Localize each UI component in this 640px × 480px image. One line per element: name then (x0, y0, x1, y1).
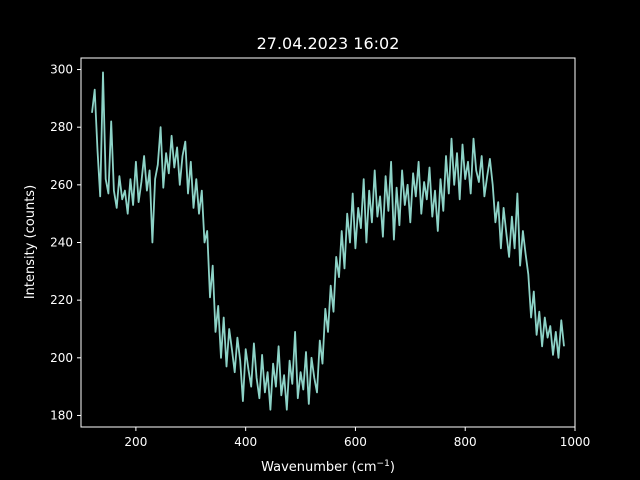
series-layer (91, 71, 565, 411)
chart-title: 27.04.2023 16:02 (257, 34, 400, 53)
x-axis-label-close: ) (390, 460, 395, 475)
y-tick-label: 240 (50, 236, 73, 250)
x-tick-label: 400 (234, 435, 257, 449)
x-tick-label: 200 (124, 435, 147, 449)
y-axis-label: Intensity (counts) (23, 185, 38, 299)
x-tick-label: 1000 (560, 435, 591, 449)
y-tick-label: 200 (50, 351, 73, 365)
x-tick-label: 800 (454, 435, 477, 449)
x-axis-label-superscript: −1 (377, 459, 390, 469)
x-axis-label: Wavenumber (cm−1) (261, 459, 395, 475)
y-axis: 180 200 220 240 260 280 300 (50, 63, 81, 422)
y-tick-label: 180 (50, 408, 73, 422)
x-axis: 200 400 600 800 1000 (124, 427, 590, 449)
y-tick-label: 260 (50, 178, 73, 192)
y-tick-label: 220 (50, 293, 73, 307)
x-tick-label: 600 (344, 435, 367, 449)
y-tick-label: 300 (50, 63, 73, 77)
x-axis-label-main: Wavenumber (cm (261, 460, 376, 475)
y-tick-label: 280 (50, 120, 73, 134)
series-line-0 (91, 71, 565, 411)
